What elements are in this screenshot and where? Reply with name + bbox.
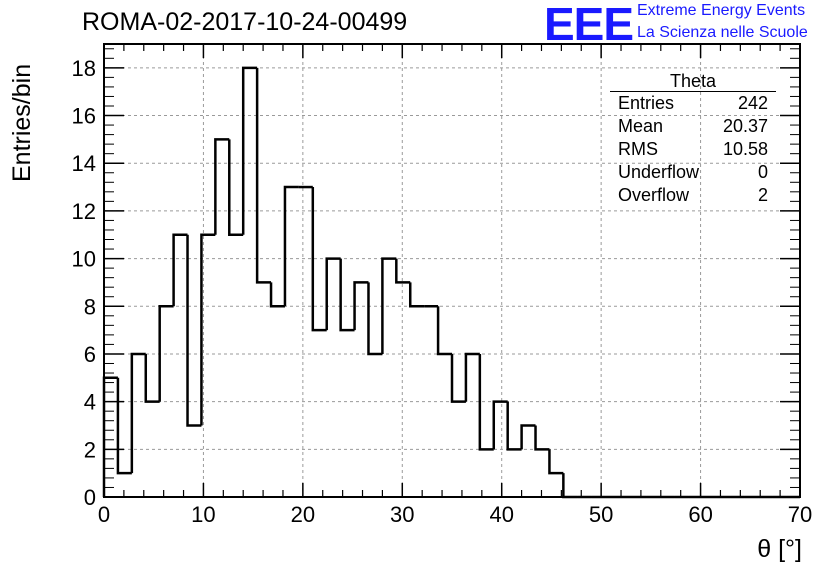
x-tick-label: 40 xyxy=(489,502,513,527)
histogram-bin xyxy=(325,257,341,331)
x-tick-label: 70 xyxy=(788,502,812,527)
histogram-bin xyxy=(241,66,258,235)
histogram-bin xyxy=(255,67,272,284)
x-tick-label: 0 xyxy=(98,502,110,527)
stats-row: Underflow 0 xyxy=(610,161,776,184)
y-tick-label: 18 xyxy=(72,56,96,81)
eee-logo: EEE xyxy=(544,0,634,50)
stats-row: Mean 20.37 xyxy=(610,115,776,138)
stats-value: 20.37 xyxy=(722,116,768,136)
histogram-bin xyxy=(353,281,369,331)
y-tick-label: 0 xyxy=(84,485,96,510)
y-tick-label: 16 xyxy=(72,104,96,129)
histogram-bin xyxy=(408,282,425,308)
histogram-bin xyxy=(562,473,578,499)
x-tick-label: 20 xyxy=(291,502,315,527)
histogram-bin xyxy=(534,425,550,451)
histogram-bin xyxy=(130,352,146,474)
histogram-bin xyxy=(506,401,522,451)
y-tick-label: 14 xyxy=(72,151,96,176)
stats-title: Theta xyxy=(610,72,776,92)
stats-label: Overflow xyxy=(618,185,690,205)
logo-subtitle-2: La Scienza nelle Scuole xyxy=(637,24,808,41)
histogram-bin xyxy=(102,376,118,497)
histogram-bin xyxy=(450,353,466,403)
y-tick-label: 12 xyxy=(72,199,96,224)
histogram-bin xyxy=(269,282,285,308)
x-axis-label: θ [°] xyxy=(757,535,802,563)
histogram-bin xyxy=(214,138,230,235)
histogram-bin xyxy=(311,187,327,332)
stats-row: Overflow 2 xyxy=(610,184,776,207)
x-tick-label: 10 xyxy=(191,502,215,527)
histogram-bin xyxy=(116,377,132,475)
histogram-bin xyxy=(172,233,188,307)
stats-label: Entries xyxy=(618,93,675,113)
histogram-bin xyxy=(381,257,397,354)
histogram-bin xyxy=(478,353,494,451)
stats-value: 10.58 xyxy=(722,139,768,159)
x-tick-label: 50 xyxy=(589,502,613,527)
histogram-bin xyxy=(339,258,355,332)
histogram-bin xyxy=(395,258,411,284)
stats-row: Entries 242 xyxy=(610,92,776,115)
y-tick-label: 10 xyxy=(72,247,96,272)
histogram-bin xyxy=(158,305,174,402)
y-tick-label: 4 xyxy=(84,390,96,415)
histogram-bin xyxy=(228,139,244,236)
stats-value: 2 xyxy=(757,185,768,205)
stats-value: 242 xyxy=(737,93,768,113)
y-tick-label: 2 xyxy=(84,437,96,462)
histogram-bin xyxy=(520,424,536,450)
x-tick-label: 30 xyxy=(390,502,414,527)
stats-box: Theta Entries 242 Mean 20.37 RMS 10.58 U… xyxy=(610,72,776,207)
logo-subtitle-1: Extreme Energy Events xyxy=(637,2,806,19)
histogram-bin xyxy=(492,400,508,450)
histogram-bin xyxy=(464,352,480,402)
plot-frame xyxy=(103,43,801,498)
histogram-bin xyxy=(144,353,160,403)
stats-label: RMS xyxy=(618,139,658,159)
y-tick-label: 6 xyxy=(84,342,96,367)
stats-label: Mean xyxy=(618,116,664,136)
histogram-bin xyxy=(283,185,299,307)
histogram-bars xyxy=(102,66,800,499)
histogram-bin xyxy=(200,233,216,426)
histogram-bin xyxy=(367,282,383,356)
stats-label: Underflow xyxy=(618,162,700,182)
run-title: ROMA-02-2017-10-24-00499 xyxy=(82,8,408,36)
histogram-bin xyxy=(548,449,564,475)
x-tick-label: 60 xyxy=(688,502,712,527)
stats-row: RMS 10.58 xyxy=(610,138,776,161)
axis-ticks xyxy=(103,44,801,498)
histogram-bin xyxy=(436,306,452,356)
histogram-bin xyxy=(186,234,202,427)
y-tick-label: 8 xyxy=(84,294,96,319)
stats-value: 0 xyxy=(757,162,768,182)
y-axis-label: Entries/bin xyxy=(8,63,36,182)
